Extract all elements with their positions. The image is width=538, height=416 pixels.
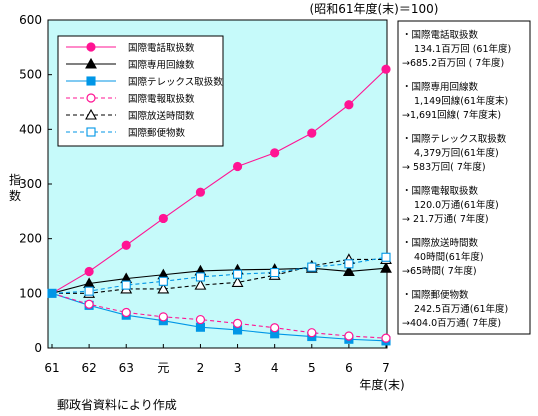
legend-marker (86, 127, 96, 137)
side-note-line: →685.2百万回 ( 7年度) (402, 57, 504, 69)
side-note-title: ・国際電話取扱数 (402, 29, 479, 41)
data-point (121, 280, 131, 290)
data-point (84, 286, 94, 296)
data-point (158, 276, 168, 286)
data-point (380, 262, 392, 273)
y-tick-label: 200 (19, 232, 42, 246)
x-tick-label: 2 (197, 361, 205, 375)
y-tick-label: 600 (19, 13, 42, 27)
x-tick-label: 元 (157, 361, 169, 375)
side-note-line: → 21.7万通( 7年度) (402, 213, 489, 225)
legend-marker (85, 57, 97, 69)
y-axis-label: 指数 (9, 172, 21, 203)
data-point (307, 128, 317, 138)
data-point (344, 100, 354, 110)
data-point (157, 282, 170, 294)
series-layer (47, 64, 392, 346)
side-note-title: ・国際専用回線数 (402, 81, 479, 93)
y-tick-label: 400 (19, 122, 42, 136)
data-point (344, 259, 354, 269)
legend-label: 国際電報取扱数 (128, 93, 195, 105)
data-point (270, 268, 280, 278)
data-point (231, 276, 244, 287)
y-tick-label: 500 (19, 68, 42, 82)
data-point (47, 288, 57, 298)
side-note-title: ・国際テレックス取扱数 (402, 133, 507, 145)
side-note-line: 120.0万通(61年度) (414, 199, 499, 211)
x-tick-label: 61 (44, 361, 59, 375)
data-point (195, 314, 206, 325)
data-point (158, 213, 168, 224)
data-point (307, 328, 317, 338)
x-tick-label: 63 (119, 361, 134, 375)
legend-marker (86, 42, 96, 52)
source-note: 郵政省資料により作成 (57, 398, 177, 412)
side-note-line: →65時間( 7年度) (402, 265, 477, 277)
series-line (51, 292, 387, 339)
side-note-line: →404.0百万通( 7年度) (402, 317, 501, 329)
data-point (195, 322, 205, 332)
data-point (121, 307, 131, 318)
data-point (195, 272, 205, 282)
data-point (194, 279, 207, 290)
data-point (307, 262, 317, 272)
series-line (51, 68, 387, 294)
y-tick-label: 100 (19, 286, 42, 300)
x-tick-label: 62 (81, 361, 96, 375)
legend-box (57, 35, 224, 147)
legend-label: 国際郵便物数 (128, 127, 186, 139)
data-point (232, 161, 243, 172)
series-line (52, 258, 386, 294)
legend-label: 国際テレックス取扱数 (128, 76, 223, 88)
legend-label: 国際放送時間数 (128, 110, 195, 122)
data-point (84, 299, 94, 309)
side-note-title: ・国際放送時間数 (402, 237, 479, 249)
series-line (51, 292, 387, 342)
legend: 国際電話取扱数国際専用回線数国際テレックス取扱数国際電報取扱数国際放送時間数国際… (57, 35, 224, 147)
x-tick-label: 4 (271, 361, 279, 375)
x-tick-label: 7 (382, 361, 390, 375)
legend-label: 国際専用回線数 (128, 59, 195, 71)
side-note-line: →1,691回線( 7年度末) (402, 109, 501, 121)
data-point (195, 187, 206, 197)
data-point (158, 312, 168, 322)
series-line (51, 267, 387, 294)
data-point (381, 252, 391, 262)
x-tick-label: 3 (234, 361, 242, 375)
x-axis-label: 年度(末) (359, 377, 404, 392)
side-note-title: ・国際電報取扱数 (402, 185, 479, 197)
side-note-line: → 583万回( 7年度) (402, 161, 486, 173)
data-point (270, 323, 280, 333)
data-point (84, 266, 94, 277)
data-point (121, 240, 131, 250)
data-point (233, 269, 243, 279)
side-notes: ・国際電話取扱数 134.1百万回 (61年度) →685.2百万回 ( 7年度) ・… (397, 20, 531, 335)
legend-label: 国際電話取扱数 (128, 42, 195, 54)
data-point (270, 148, 280, 158)
data-point (232, 318, 243, 328)
side-notes-box (397, 20, 531, 335)
y-tick-label: 300 (19, 177, 42, 191)
axes: 0 100 200 300 400 500 600 61 62 63 元 2 3 4 5 6 7 (19, 13, 390, 375)
x-tick-label: 5 (308, 361, 316, 375)
side-note-line: 1,149回線(61年度末) (414, 95, 508, 107)
side-note-line: 4,379万回(61年度) (414, 147, 499, 159)
legend-marker (86, 93, 96, 103)
side-note-line: 40時間(61年度) (414, 251, 484, 263)
side-note-line: 134.1百万回 (61年度) (414, 43, 511, 55)
legend-marker (85, 108, 97, 120)
side-note-line: 242.5百万通(61年度) (414, 303, 508, 315)
y-tick-label: 0 (34, 341, 42, 355)
data-point (381, 333, 391, 343)
data-point (342, 265, 355, 277)
chart-subtitle: (昭和61年度(末)＝100) (310, 1, 439, 16)
legend-marker (86, 76, 96, 86)
side-note-title: ・国際郵便物数 (402, 289, 469, 301)
data-point (344, 331, 354, 341)
data-point (381, 64, 391, 74)
x-tick-label: 6 (345, 361, 353, 375)
series-line (51, 256, 387, 294)
